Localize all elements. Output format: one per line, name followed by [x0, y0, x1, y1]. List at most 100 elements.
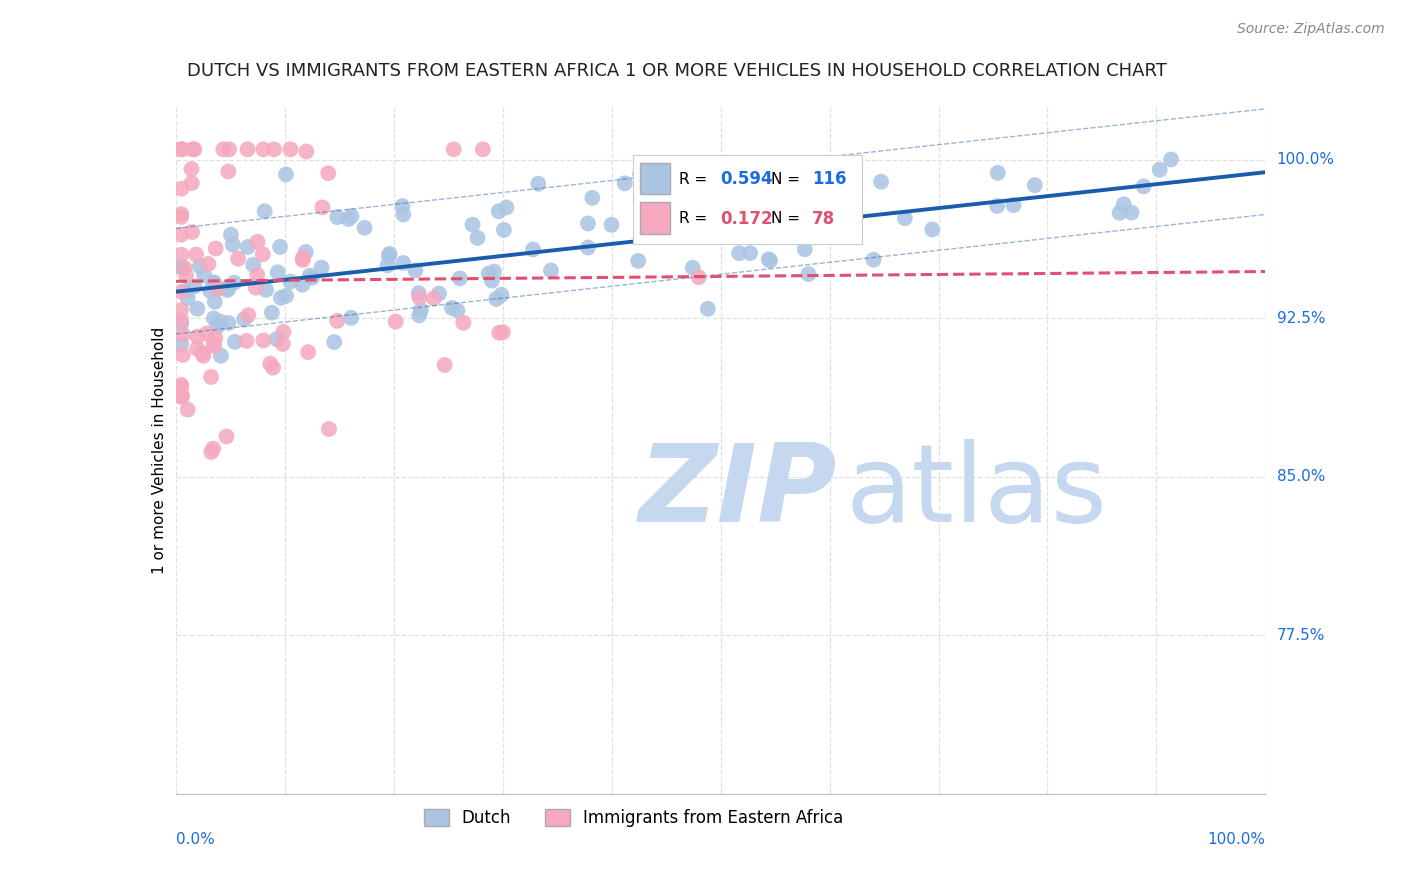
Point: [291, 277, 314, 292]
Point: [218, 142, 240, 156]
Text: 92.5%: 92.5%: [1277, 311, 1324, 326]
Point: [183, 142, 205, 156]
Point: [340, 209, 363, 223]
Point: [446, 303, 468, 318]
Point: [208, 281, 231, 295]
Point: [467, 231, 489, 245]
Point: [391, 199, 413, 213]
Point: [378, 247, 401, 261]
Point: [627, 253, 650, 268]
Point: [291, 251, 314, 265]
Point: [326, 314, 349, 328]
Point: [170, 303, 193, 318]
Point: [170, 313, 193, 327]
Point: [259, 357, 281, 371]
Point: [576, 217, 599, 231]
Text: 78: 78: [811, 210, 835, 227]
Point: [274, 168, 297, 182]
Text: R =: R =: [679, 211, 713, 226]
Point: [245, 281, 267, 295]
Point: [170, 142, 193, 156]
Point: [170, 207, 193, 221]
Point: [170, 227, 193, 242]
Point: [471, 142, 494, 156]
Point: [173, 261, 195, 276]
Point: [759, 253, 782, 268]
Point: [377, 259, 399, 273]
Point: [172, 327, 194, 342]
Point: [482, 264, 505, 278]
Point: [217, 282, 239, 296]
Point: [689, 222, 711, 236]
Point: [311, 260, 333, 275]
Point: [1112, 197, 1135, 211]
Point: [409, 303, 432, 318]
Point: [217, 283, 239, 297]
Point: [280, 142, 302, 156]
Point: [793, 242, 815, 256]
Point: [1132, 179, 1154, 194]
Point: [433, 358, 456, 372]
Point: [246, 268, 269, 282]
Point: [613, 177, 636, 191]
Text: R =: R =: [679, 172, 713, 186]
Point: [870, 175, 893, 189]
Point: [274, 289, 297, 303]
Point: [226, 252, 249, 266]
Point: [224, 334, 246, 349]
Point: [270, 291, 292, 305]
Point: [242, 258, 264, 272]
Point: [188, 260, 211, 274]
Point: [204, 294, 226, 309]
Point: [222, 237, 245, 252]
Point: [269, 240, 291, 254]
Point: [217, 164, 239, 178]
Point: [170, 380, 193, 394]
Point: [235, 334, 257, 348]
Point: [176, 402, 198, 417]
Point: [408, 291, 430, 305]
Point: [183, 279, 205, 293]
Y-axis label: 1 or more Vehicles in Household: 1 or more Vehicles in Household: [152, 326, 167, 574]
Point: [453, 316, 475, 330]
Point: [172, 389, 194, 403]
Point: [215, 429, 238, 443]
Point: [491, 287, 513, 301]
Point: [174, 268, 197, 283]
Point: [254, 283, 277, 297]
Point: [177, 291, 200, 305]
Point: [921, 222, 943, 236]
Point: [1160, 153, 1182, 167]
Point: [170, 317, 193, 331]
Point: [301, 270, 323, 285]
Point: [187, 329, 209, 343]
Point: [186, 342, 208, 356]
Point: [197, 257, 219, 271]
Point: [738, 246, 761, 260]
Point: [219, 227, 242, 242]
Point: [696, 301, 718, 316]
Point: [252, 334, 274, 348]
Point: [200, 445, 222, 459]
Text: 85.0%: 85.0%: [1277, 469, 1324, 484]
Point: [797, 267, 820, 281]
Point: [678, 188, 700, 202]
Point: [842, 156, 865, 170]
Point: [191, 346, 214, 360]
Point: [337, 212, 360, 227]
Point: [481, 274, 503, 288]
Point: [202, 442, 225, 456]
Point: [180, 176, 202, 190]
Point: [207, 319, 229, 334]
Point: [202, 339, 225, 353]
Point: [495, 201, 517, 215]
Point: [291, 252, 314, 267]
Text: N =: N =: [770, 172, 804, 186]
Point: [262, 360, 284, 375]
Point: [1149, 162, 1171, 177]
Point: [170, 337, 193, 351]
Point: [236, 240, 259, 254]
Point: [273, 325, 295, 339]
Point: [862, 252, 884, 267]
Point: [184, 247, 207, 261]
